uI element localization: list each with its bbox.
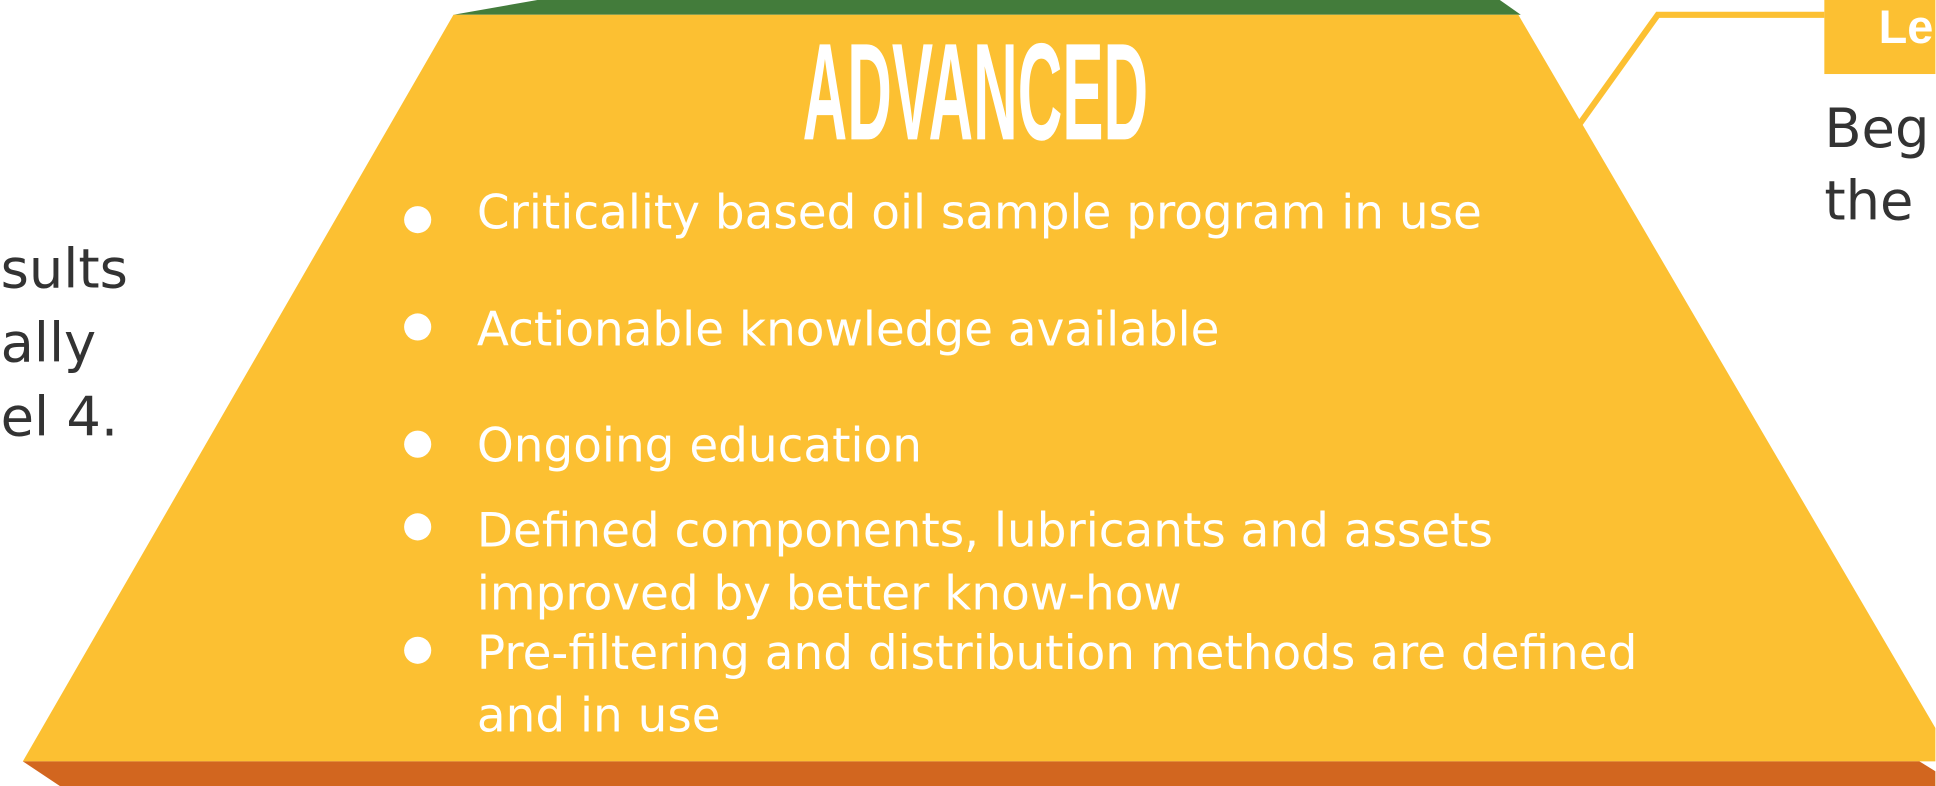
- connector-line: [1577, 11, 1825, 126]
- bullet-dot: [404, 430, 432, 458]
- tier-title: ADVANCED: [803, 15, 1148, 169]
- left-text: ally: [1, 312, 97, 375]
- bullet-text: improved by better know-how: [477, 567, 1182, 622]
- lower-tier-edge: [22, 761, 1936, 786]
- right-text: Beg: [1824, 97, 1929, 160]
- bullet-dot: [404, 313, 432, 341]
- bullet-text: Defined components, lubricants and asset…: [477, 504, 1493, 559]
- left-text: el 4.: [1, 386, 119, 449]
- bullet-text: Pre-filtering and distribution methods a…: [477, 626, 1637, 681]
- bullet-text: Criticality based oil sample program in …: [477, 185, 1482, 240]
- advanced-tier: [22, 14, 1936, 762]
- label-box: [1824, 0, 1936, 75]
- bullet-dot: [404, 206, 432, 234]
- bullet-text: Ongoing education: [477, 418, 922, 473]
- right-text: the: [1824, 170, 1913, 233]
- right-label: Le: [1879, 1, 1934, 53]
- left-text: sults: [1, 238, 128, 301]
- bullet-dot: [404, 636, 432, 664]
- bullet-text: Actionable knowledge available: [477, 302, 1220, 357]
- bullet-dot: [404, 513, 432, 541]
- upper-tier-edge: [453, 0, 1521, 15]
- bullet-text: and in use: [477, 689, 721, 744]
